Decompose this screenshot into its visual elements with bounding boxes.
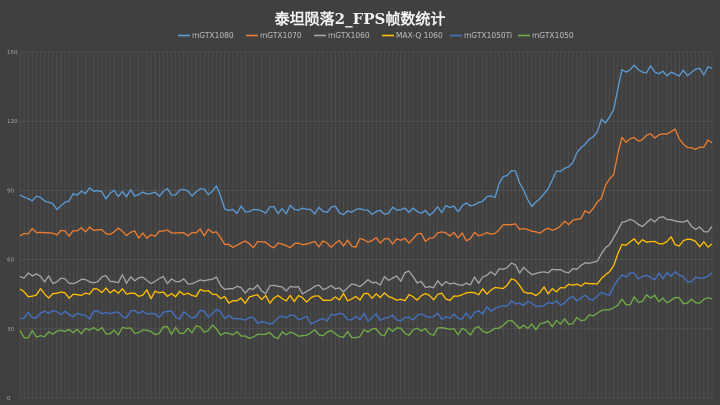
series-line-mgtx1070 — [19, 128, 713, 249]
legend-entry: mGTX1050 — [518, 31, 574, 40]
legend-label: mGTX1060 — [328, 31, 370, 40]
legend-entry: MAX-Q 1060 — [382, 31, 443, 40]
series-line-mgtx1050ti — [19, 270, 713, 325]
legend-label: mGTX1070 — [260, 31, 302, 40]
series-line-mgtx1060 — [19, 216, 713, 295]
legend-label: mGTX1050Ti — [464, 31, 512, 40]
y-tick-label: 90 — [7, 188, 14, 194]
tick-layer: 0 30 60 90 120 150 — [7, 50, 18, 402]
legend-label: MAX-Q 1060 — [396, 31, 443, 40]
grid-layer — [19, 51, 713, 399]
chart-title: 泰坦陨落2_FPS帧数统计 — [274, 10, 446, 28]
legend-entry: mGTX1080 — [178, 31, 234, 40]
legend-entry: mGTX1060 — [314, 31, 370, 40]
legend-entry: mGTX1070 — [246, 31, 302, 40]
series-line-mgtx1080 — [19, 64, 713, 217]
series-line-mgtx1050 — [19, 294, 713, 340]
legend-label: mGTX1080 — [192, 31, 234, 40]
y-tick-label: 150 — [7, 50, 18, 56]
legend: mGTX1080 mGTX1070 mGTX1060 MAX-Q 1060 mGTX10… — [178, 31, 574, 40]
y-tick-label: 0 — [7, 396, 11, 402]
legend-label: mGTX1050 — [532, 31, 574, 40]
y-tick-label: 30 — [7, 327, 14, 333]
legend-entry: mGTX1050Ti — [450, 31, 512, 40]
series-line-max-q-1060 — [19, 236, 713, 304]
y-tick-label: 120 — [7, 119, 18, 125]
y-tick-label: 60 — [7, 258, 14, 264]
series-layer — [19, 64, 713, 340]
